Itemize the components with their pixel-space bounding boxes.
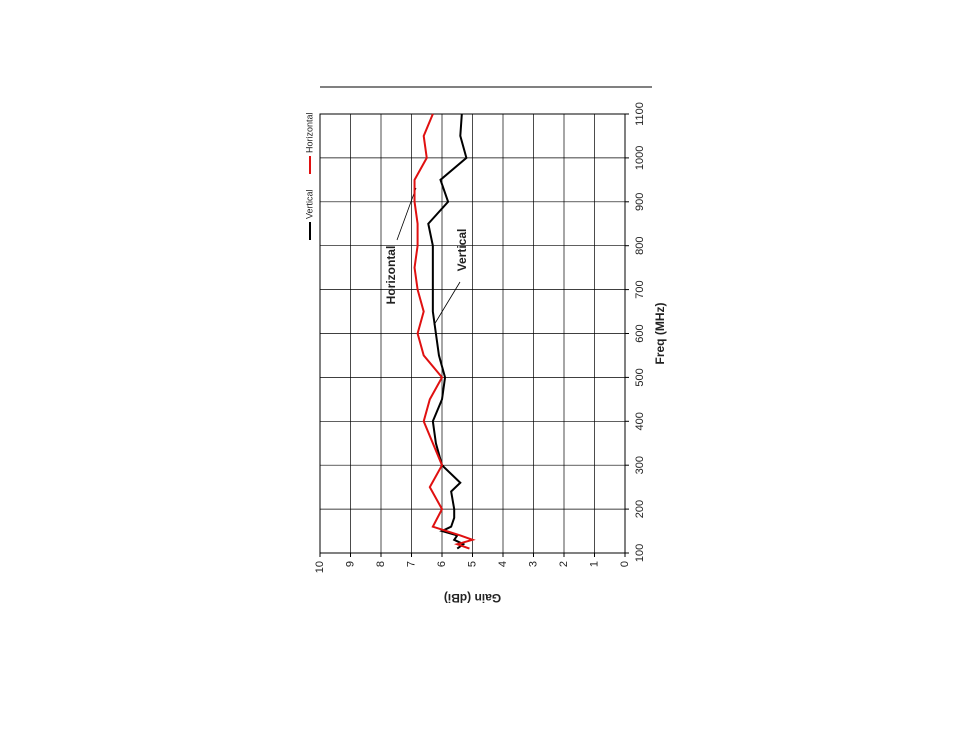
annotation: Horizontal	[384, 246, 398, 305]
x-tick-label: 300	[634, 456, 646, 474]
y-tick-label: 8	[375, 561, 387, 567]
x-tick-label: 500	[634, 368, 646, 386]
y-tick-label: 2	[558, 561, 570, 567]
x-tick-label: 900	[634, 193, 646, 211]
legend-label: Vertical	[304, 189, 314, 219]
series-line	[427, 113, 468, 550]
series-line	[413, 113, 476, 550]
x-tick-label: 1000	[634, 146, 646, 170]
plot: 100 200 300 400 500 600 700 800 900 1000 1100 0 1 2 3 4…	[304, 102, 667, 605]
x-tick-label: 1100	[634, 102, 646, 126]
y-tick-label: 6	[436, 561, 448, 567]
y-tick-label: 4	[497, 561, 509, 567]
legend-label: Horizontal	[304, 112, 314, 153]
annotation: Vertical	[455, 229, 469, 272]
x-axis-title: Freq (MHz)	[653, 303, 667, 365]
x-tick-label: 600	[634, 324, 646, 342]
y-tick-label: 7	[405, 561, 417, 567]
y-tick-label: 0	[619, 561, 631, 567]
x-tick-label: 200	[634, 500, 646, 518]
y-tick-label: 10	[314, 561, 326, 573]
x-tick-label: 800	[634, 237, 646, 255]
leader-line	[433, 281, 461, 326]
y-axis-title: Gain (dBi)	[444, 591, 501, 605]
leader-line	[396, 187, 417, 241]
y-tick-label: 9	[344, 561, 356, 567]
y-tick-label: 3	[527, 561, 539, 567]
y-tick-label: 1	[588, 561, 600, 567]
y-tick-label: 5	[466, 561, 478, 567]
x-tick-label: 100	[634, 544, 646, 562]
x-tick-label: 700	[634, 280, 646, 298]
x-tick-label: 400	[634, 412, 646, 430]
